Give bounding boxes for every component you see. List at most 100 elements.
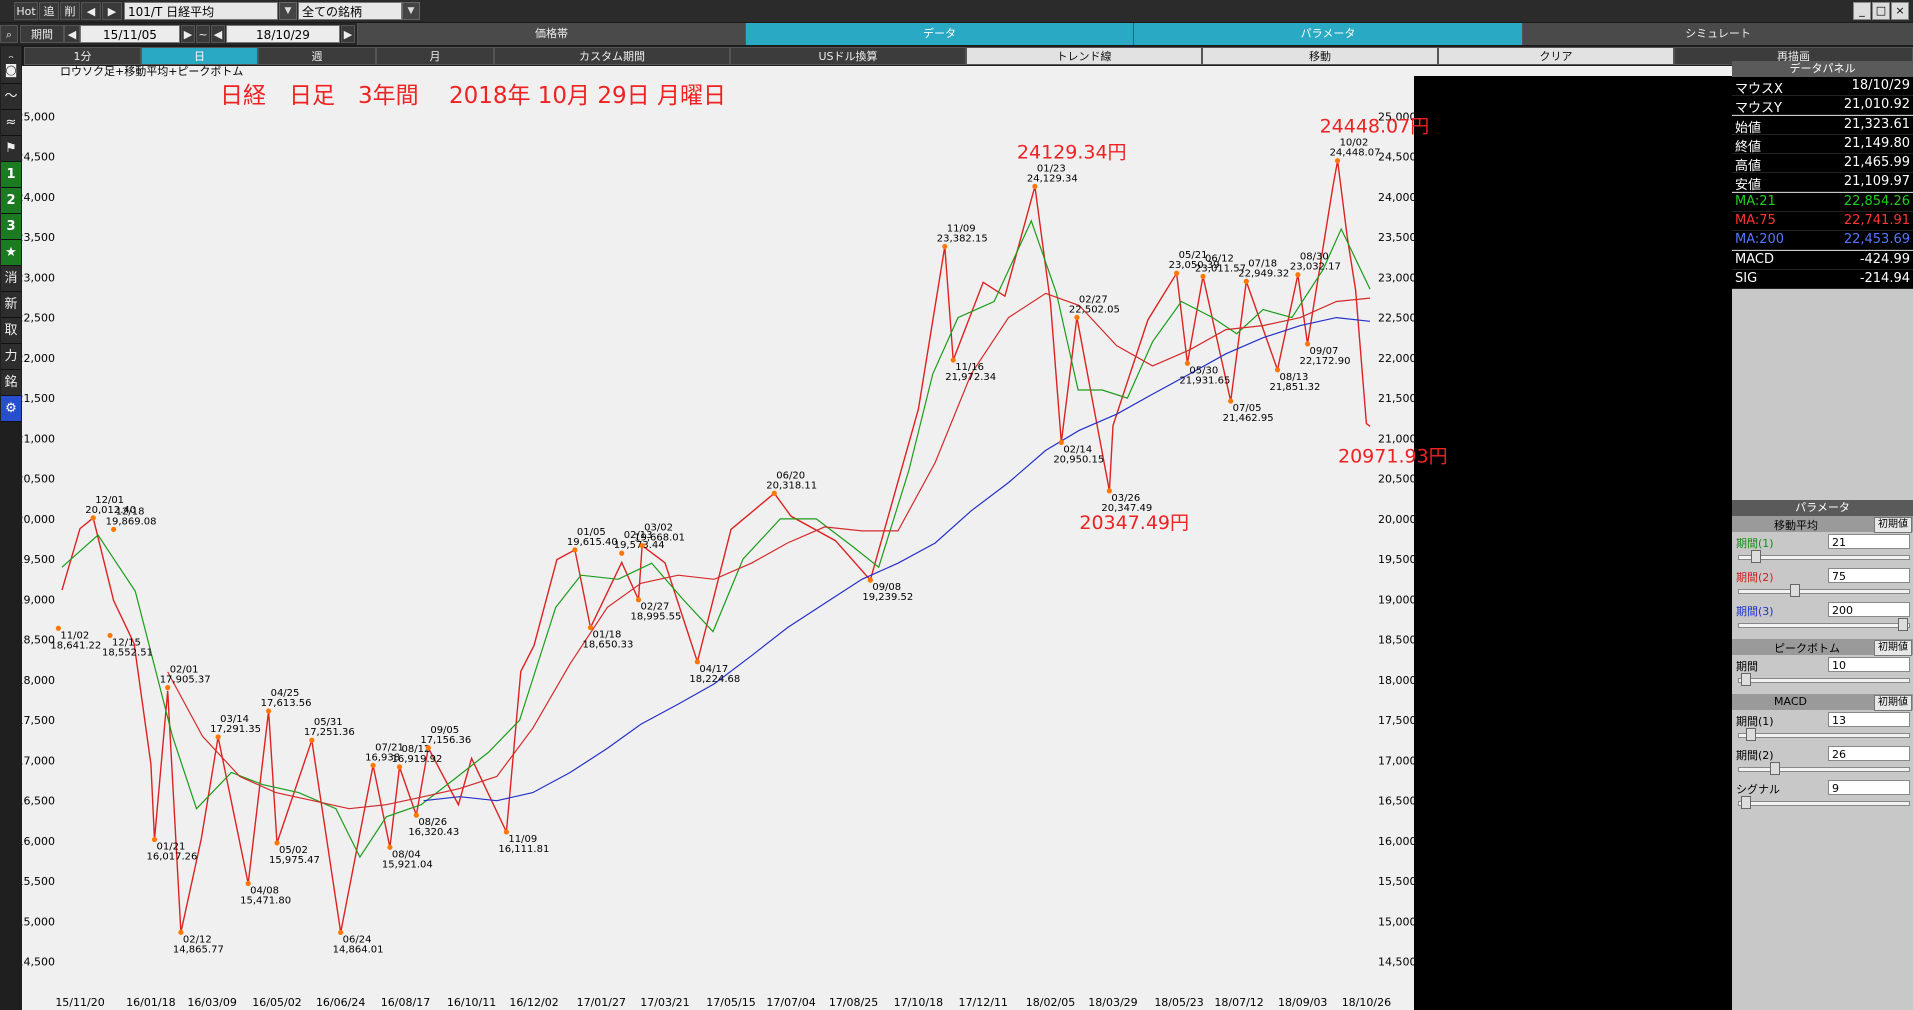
y-tick-label-left: 21,000: [22, 432, 55, 445]
param-slider-handle[interactable]: [1770, 762, 1781, 775]
tab-parameters[interactable]: パラメータ: [1133, 23, 1522, 45]
star-icon[interactable]: ★: [1, 240, 21, 266]
param-value-field[interactable]: 26: [1828, 746, 1910, 761]
param-label: 期間(3): [1736, 605, 1774, 618]
tf-daily-button[interactable]: 日: [141, 47, 258, 65]
param-slider-track[interactable]: [1738, 767, 1910, 772]
peak-bottom-date: 08/13: [1280, 372, 1309, 383]
custom-period-button[interactable]: カスタム期間: [494, 47, 730, 65]
param-slider-handle[interactable]: [1746, 728, 1757, 741]
hot-button[interactable]: Hot: [14, 2, 38, 20]
end-date-prev-button[interactable]: ◀: [211, 25, 225, 43]
data-row-value: 22,453.69: [1843, 232, 1910, 247]
tf-monthly-button[interactable]: 月: [376, 47, 494, 65]
param-row: 期間(1) 21: [1732, 533, 1913, 567]
reset-defaults-button[interactable]: 初期値: [1874, 640, 1912, 656]
news-button[interactable]: 新: [1, 292, 21, 318]
move-button[interactable]: 移動: [1202, 47, 1438, 65]
camera-icon[interactable]: ◙: [1, 58, 21, 84]
usd-convert-button[interactable]: USドル換算: [730, 47, 966, 65]
filter-select[interactable]: 全ての銘柄: [298, 2, 402, 20]
maximize-button[interactable]: □: [1872, 2, 1890, 20]
data-row-value: 21,149.80: [1843, 136, 1910, 151]
peak-bottom-date: 02/12: [183, 934, 212, 945]
end-date-next-button[interactable]: ▶: [341, 25, 355, 43]
reset-defaults-button[interactable]: 初期値: [1874, 517, 1912, 533]
slot-3-button[interactable]: 3: [1, 214, 21, 240]
peak-bottom-marker: [178, 929, 184, 935]
y-tick-label-left: 20,500: [22, 473, 55, 486]
chart-title: 日経 日足 3年間 2018年 10月 29日 月曜日: [220, 83, 726, 109]
reset-defaults-button[interactable]: 初期値: [1874, 695, 1912, 711]
param-value-field[interactable]: 13: [1828, 712, 1910, 727]
stock-button[interactable]: 銘: [1, 370, 21, 396]
param-slider-track[interactable]: [1738, 733, 1910, 738]
tf-weekly-button[interactable]: 週: [258, 47, 376, 65]
y-tick-label-right: 18,500: [1378, 634, 1417, 647]
next-symbol-button[interactable]: ▶: [102, 2, 122, 20]
data-row-5: 安値 21,109.97: [1732, 173, 1913, 193]
close-button[interactable]: ×: [1891, 2, 1909, 20]
peak-bottom-marker: [215, 734, 221, 740]
tab-data[interactable]: データ: [745, 23, 1133, 45]
power-button[interactable]: 力: [1, 344, 21, 370]
peak-bottom-marker: [503, 829, 510, 835]
multi-line-icon[interactable]: ≈: [1, 110, 21, 136]
start-date-next-button[interactable]: ▶: [181, 25, 195, 43]
end-date-field[interactable]: 18/10/29: [226, 25, 340, 43]
y-tick-label-left: 25,000: [22, 110, 55, 123]
plot-area[interactable]: [58, 76, 1374, 1002]
start-date-prev-button[interactable]: ◀: [64, 25, 80, 43]
param-slider-track[interactable]: [1738, 589, 1910, 594]
param-slider-handle[interactable]: [1789, 584, 1800, 597]
param-value-field[interactable]: 21: [1828, 534, 1910, 549]
price-chart[interactable]: 14,00014,00014,50014,50015,00015,00015,5…: [22, 66, 1732, 1010]
peak-bottom-date: 02/01: [170, 665, 199, 676]
peak-bottom-marker: [1106, 488, 1112, 494]
slot-1-button[interactable]: 1: [1, 162, 21, 188]
param-slider-handle[interactable]: [1741, 673, 1752, 686]
y-tick-label-right: 19,000: [1378, 593, 1417, 606]
flag-icon[interactable]: ⚑: [1, 136, 21, 162]
erase-button[interactable]: 消: [1, 266, 21, 292]
top-toolbar: Hot 追 削 ◀ ▶ 101/T 日経平均 ▼ 全ての銘柄 ▼ _ □ ×: [0, 0, 1913, 22]
param-slider-track[interactable]: [1738, 801, 1910, 806]
tab-price-range[interactable]: 価格帯: [357, 23, 745, 45]
param-slider-track[interactable]: [1738, 678, 1910, 683]
symbol-dropdown-icon[interactable]: ▼: [279, 2, 297, 20]
param-slider-handle[interactable]: [1898, 618, 1909, 631]
param-slider-track[interactable]: [1738, 555, 1910, 560]
line-chart-icon[interactable]: 〜: [1, 84, 21, 110]
filter-dropdown-icon[interactable]: ▼: [402, 2, 420, 20]
param-slider-handle[interactable]: [1750, 550, 1761, 563]
param-value-field[interactable]: 200: [1828, 602, 1910, 617]
param-value-field[interactable]: 9: [1828, 780, 1910, 795]
prev-symbol-button[interactable]: ◀: [81, 2, 101, 20]
param-slider-handle[interactable]: [1741, 796, 1752, 809]
y-tick-label-right: 16,000: [1378, 835, 1417, 848]
tf-1min-button[interactable]: 1分: [24, 47, 141, 65]
symbol-select[interactable]: 101/T 日経平均: [124, 2, 278, 20]
param-value-field[interactable]: 75: [1828, 568, 1910, 583]
delete-button[interactable]: 削: [60, 2, 80, 20]
clear-button[interactable]: クリア: [1438, 47, 1674, 65]
param-value-field[interactable]: 10: [1828, 657, 1910, 672]
settings-icon[interactable]: ⚙: [1, 396, 21, 422]
y-axis: 14,00014,00014,50014,50015,00015,00015,5…: [22, 76, 1417, 1009]
peak-bottom-value: 16,938: [365, 752, 400, 763]
minimize-button[interactable]: _: [1853, 2, 1871, 20]
data-row-value: 18/10/29: [1851, 78, 1910, 93]
trendline-button[interactable]: トレンド線: [966, 47, 1202, 65]
add-button[interactable]: 追: [39, 2, 59, 20]
trade-button[interactable]: 取: [1, 318, 21, 344]
slot-2-button[interactable]: 2: [1, 188, 21, 214]
y-tick-label-left: 19,000: [22, 593, 55, 606]
data-row-0: マウスX 18/10/29: [1732, 77, 1913, 97]
param-slider-track[interactable]: [1738, 623, 1910, 628]
peak-bottom-value: 21,462.95: [1223, 413, 1274, 424]
search-icon[interactable]: ⌕: [0, 25, 18, 43]
tab-simulate[interactable]: シミュレート: [1522, 23, 1913, 45]
start-date-field[interactable]: 15/11/05: [80, 25, 180, 43]
data-row-label: MA:75: [1735, 213, 1776, 228]
